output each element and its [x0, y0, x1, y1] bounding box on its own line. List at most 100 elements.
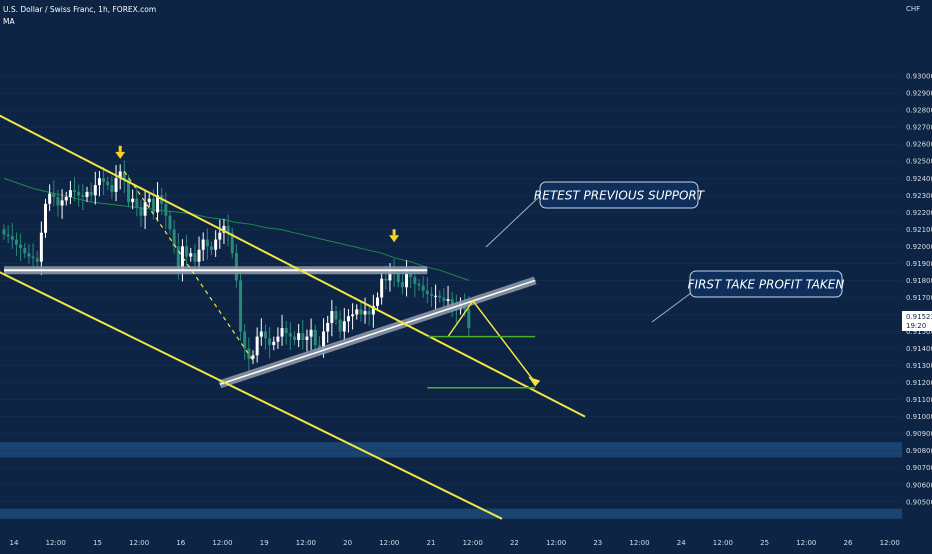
candle — [214, 230, 218, 257]
candle-body — [396, 273, 400, 283]
time-tick-label: 12:00 — [796, 539, 816, 547]
take-profit-callout[interactable]: FIRST TAKE PROFIT TAKEN — [651, 270, 845, 323]
candle — [197, 236, 201, 271]
candle-body — [77, 191, 81, 196]
candle — [48, 184, 52, 211]
candle — [239, 267, 243, 341]
candle-body — [434, 295, 438, 297]
down-arrow-head — [115, 151, 126, 159]
candle-body — [317, 345, 321, 349]
candle-body — [259, 331, 263, 337]
projection-path — [447, 299, 536, 384]
down-arrow-shaft — [118, 145, 122, 152]
candle-body — [413, 277, 417, 284]
candle — [442, 288, 446, 309]
candle — [31, 243, 35, 268]
candle — [346, 309, 350, 333]
candle — [23, 242, 27, 259]
time-axis[interactable]: 14 12:00 15 12:00 16 12:00 19 12:00 20 12:00 21 12:… — [0, 534, 932, 550]
candle — [97, 171, 101, 197]
candle — [230, 227, 234, 259]
retest-label: RETEST PREVIOUS SUPPORT — [534, 189, 706, 203]
time-tick-label: 12:00 — [629, 539, 649, 547]
candle-body — [68, 190, 72, 197]
candle — [243, 324, 247, 360]
candle-body — [276, 336, 280, 342]
candle — [268, 327, 272, 359]
candle — [180, 239, 184, 282]
candle-body — [293, 336, 296, 341]
candle-body — [376, 297, 379, 306]
time-tick-label: 16 — [176, 539, 185, 547]
markers — [115, 145, 400, 243]
candle-body — [251, 355, 255, 359]
take-profit-label: FIRST TAKE PROFIT TAKEN — [688, 278, 845, 292]
candle-body — [52, 193, 56, 197]
candle-body — [122, 171, 126, 180]
candle — [64, 191, 68, 206]
candle-body — [180, 246, 184, 271]
time-tick-label: 12:00 — [713, 539, 733, 547]
candle-body — [338, 319, 342, 332]
candle — [313, 324, 317, 351]
candle — [6, 225, 10, 244]
candle — [272, 336, 276, 351]
candle — [102, 167, 106, 195]
candle — [367, 303, 371, 326]
candle-body — [176, 246, 180, 271]
take-profit-label-box — [689, 270, 843, 298]
candle-body — [367, 311, 371, 315]
candle-body — [309, 329, 313, 337]
time-tick-label: 12:00 — [296, 539, 316, 547]
retest-callout[interactable]: RETEST PREVIOUS SUPPORT — [485, 181, 706, 248]
bar-countdown: 19:20 — [906, 322, 926, 330]
demand-zone-2 — [0, 508, 902, 519]
candle-body — [263, 331, 267, 339]
candle — [276, 327, 280, 349]
candle — [19, 233, 23, 262]
currency-label: CHF — [906, 5, 920, 13]
candle-body — [222, 225, 226, 233]
candle — [371, 294, 375, 328]
candle-body — [305, 336, 309, 341]
candle-body — [371, 305, 375, 315]
retest-label-box — [539, 181, 699, 209]
time-tick-label: 22 — [510, 539, 519, 547]
candle — [376, 292, 379, 312]
candle-body — [218, 232, 222, 240]
candle — [259, 318, 263, 346]
time-tick-label: 12:00 — [546, 539, 566, 547]
candle — [172, 220, 176, 254]
candle-body — [322, 331, 326, 349]
candle-body — [73, 190, 77, 192]
time-tick-label: 20 — [343, 539, 352, 547]
candle — [168, 210, 172, 235]
candle-body — [127, 179, 130, 203]
time-tick-label: 26 — [844, 539, 853, 547]
candle — [73, 176, 77, 202]
candle-body — [425, 290, 429, 295]
candle — [106, 176, 110, 191]
candle — [68, 180, 72, 205]
lower-channel-line — [0, 271, 503, 520]
candle-body — [6, 234, 10, 237]
time-tick-label: 23 — [593, 539, 602, 547]
time-tick-labels: 14 12:00 15 12:00 16 12:00 19 12:00 20 12:00 21 12:… — [10, 539, 900, 547]
candle-body — [110, 185, 114, 192]
demand-zone-1 — [0, 442, 902, 458]
candle — [77, 184, 81, 207]
candle — [14, 232, 18, 256]
candle-body — [429, 294, 433, 296]
candle — [114, 164, 118, 202]
